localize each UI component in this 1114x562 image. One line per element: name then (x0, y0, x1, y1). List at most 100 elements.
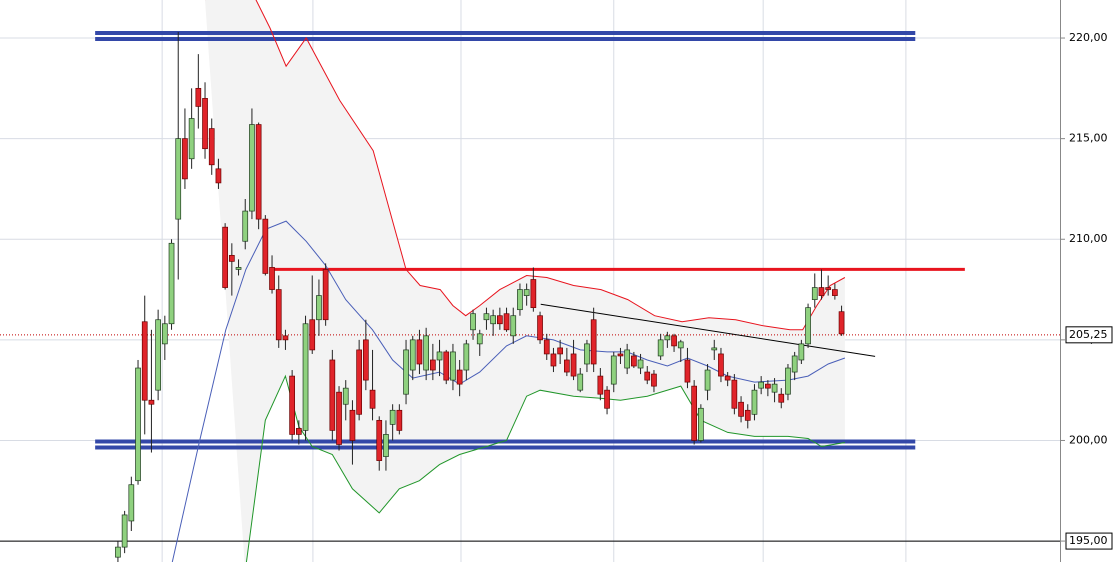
candle-body (724, 375, 731, 381)
candle-body (175, 138, 182, 220)
candle-body (115, 546, 121, 558)
candle-body (684, 359, 691, 383)
candle-body (429, 359, 436, 371)
candle-body (463, 343, 470, 371)
last-price-box (1065, 326, 1113, 344)
y-tick-label: 220,00 (1069, 31, 1108, 44)
candle-body (329, 359, 336, 431)
candle-body (342, 387, 349, 405)
candle-body (376, 419, 383, 461)
candle-body (785, 367, 791, 395)
candle-body (450, 351, 456, 381)
candle-body (557, 347, 564, 355)
candle-body (691, 385, 698, 441)
candle-body (564, 359, 570, 373)
candle-body (349, 409, 356, 441)
candle-body (657, 339, 664, 357)
candle-body (255, 124, 262, 220)
band-line (205, 0, 846, 331)
candle-body (135, 367, 141, 482)
candle-body (832, 289, 838, 296)
candle-body (523, 289, 530, 296)
candle-body (637, 359, 644, 369)
y-axis: 195,00200,00205,00210,00215,00220,00205,… (1060, 31, 1113, 550)
candle-body (282, 335, 289, 341)
candle-body (570, 353, 577, 377)
candle-body (369, 389, 376, 409)
candle-body (302, 323, 309, 431)
last-price-label: 205,25 (1069, 328, 1108, 341)
candle-body (443, 351, 450, 381)
candle-body (336, 391, 342, 445)
candle-body (269, 267, 275, 290)
candle-body (215, 168, 222, 184)
candle-body (530, 279, 537, 309)
candle-body (610, 355, 617, 385)
candle-body (289, 375, 295, 435)
candle-body (517, 289, 523, 311)
candle-body (811, 287, 818, 300)
candle-body (483, 313, 490, 321)
y-tick-label: 215,00 (1069, 132, 1108, 145)
candle-body (711, 347, 718, 351)
candle-body (778, 393, 785, 403)
candle-body (316, 295, 322, 321)
candle-body (825, 287, 832, 290)
candle-body (577, 373, 584, 391)
y-tick-label: 210,00 (1069, 232, 1108, 245)
candle-body (731, 379, 738, 409)
candle-body (188, 118, 195, 160)
candle-body (195, 87, 202, 107)
candle-body (765, 383, 771, 389)
candle-body (168, 242, 175, 325)
candle-body (771, 383, 778, 393)
candle-body (362, 339, 369, 381)
candle-body (322, 269, 329, 321)
candle-body (148, 399, 155, 405)
candle-body (590, 319, 597, 365)
candle-body (704, 369, 711, 391)
candle-body (597, 375, 604, 395)
candle-body (604, 389, 610, 409)
candle-body (396, 409, 403, 431)
candle-body (403, 349, 409, 395)
candle-body (758, 381, 765, 389)
candle-body (228, 254, 235, 262)
candle-body (456, 369, 463, 385)
candle-body (383, 434, 389, 457)
candle-body (249, 124, 255, 212)
candle-body (537, 315, 543, 341)
candle-body (155, 319, 161, 391)
candle-body (436, 351, 443, 361)
candle-body (409, 339, 416, 371)
trend-line (540, 303, 876, 357)
candle-body (798, 343, 805, 361)
candle-body (503, 313, 510, 331)
candle-body (242, 210, 249, 242)
band-fill (205, 0, 845, 562)
candle-body (738, 401, 744, 417)
candle-body (818, 287, 825, 296)
candle-body (698, 407, 704, 441)
candle-body (476, 333, 483, 345)
band-line (245, 374, 845, 562)
candle-body (651, 373, 657, 387)
candle-body (496, 315, 503, 325)
candle-body (490, 315, 496, 325)
candle-body (121, 514, 128, 548)
candle-body (617, 353, 624, 357)
candle-body (309, 319, 316, 351)
candle-body (584, 343, 590, 365)
candle-body (470, 313, 476, 331)
candle-body (805, 307, 811, 345)
candle-body (671, 335, 677, 347)
candle-body (128, 484, 135, 522)
candle-body (677, 341, 684, 349)
candle-body (543, 339, 550, 355)
candle-body (644, 371, 651, 381)
candle-body (389, 409, 396, 425)
candle-body (222, 226, 228, 288)
candle-body (838, 311, 845, 335)
candle-body (262, 218, 269, 274)
candle-body (631, 355, 637, 367)
